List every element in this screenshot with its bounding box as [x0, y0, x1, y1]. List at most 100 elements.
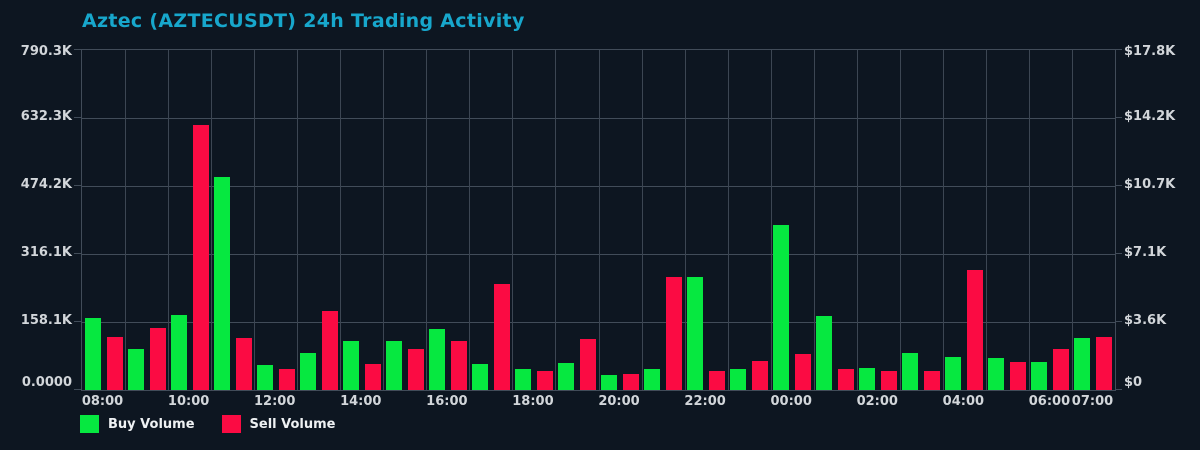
sell-bar-13:00: [321, 311, 338, 390]
x-axis-label-20-00: 20:00: [598, 394, 640, 409]
y-axis-label-left: 474.2K: [20, 177, 72, 192]
buy-bar-15:00: [385, 341, 402, 390]
x-axis-label-07-00: 07:00: [1071, 394, 1114, 409]
y-axis-label-left: 790.3K: [20, 44, 72, 59]
y-axis-tick-right: [1115, 185, 1122, 186]
buy-bar-00:00: [773, 225, 790, 390]
y-axis-label-right: $10.7K: [1124, 177, 1176, 192]
buy-bar-14:00: [342, 340, 359, 390]
chart-title: Aztec (AZTECUSDT) 24h Trading Activity: [82, 10, 525, 32]
buy-bar-06:00: [1031, 361, 1048, 390]
buy-bar-13:00: [299, 352, 316, 390]
x-axis-label-22-00: 22:00: [684, 394, 726, 409]
sell-bar-10:00: [192, 125, 209, 390]
y-axis-label-right: $7.1K: [1124, 245, 1167, 260]
sell-bar-23:00: [752, 360, 769, 390]
sell-bar-11:00: [235, 338, 252, 390]
y-axis-label-right: $17.8K: [1124, 44, 1176, 59]
y-axis-tick-left: [74, 185, 81, 186]
buy-bar-09:00: [127, 348, 144, 390]
y-axis-tick-left: [74, 253, 81, 254]
buy-volume-swatch: [80, 415, 99, 433]
y-axis-label-left: 0.0000: [21, 375, 72, 390]
x-axis-label-02-00: 02:00: [856, 394, 898, 409]
vertical-gridline: [555, 50, 557, 390]
x-axis-label-18-00: 18:00: [512, 394, 554, 409]
y-axis-tick-right: [1115, 253, 1122, 254]
buy-bar-04:00: [945, 356, 962, 390]
x-axis-label-10-00: 10:00: [167, 394, 210, 409]
sell-bar-05:00: [1010, 361, 1027, 390]
sell-bar-14:00: [364, 364, 381, 390]
sell-bar-21:00: [666, 276, 683, 390]
buy-bar-11:00: [213, 176, 230, 390]
y-axis-tick-left: [74, 117, 81, 118]
legend-item-buy[interactable]: Buy Volume: [80, 415, 195, 433]
y-axis-tick-right: [1115, 49, 1122, 50]
sell-bar-03:00: [924, 371, 941, 390]
legend-item-sell[interactable]: Sell Volume: [221, 415, 336, 433]
vertical-gridline: [340, 50, 342, 390]
vertical-gridline: [469, 50, 471, 390]
buy-bar-02:00: [859, 367, 876, 390]
vertical-gridline: [168, 50, 170, 390]
buy-bar-12:00: [256, 365, 273, 390]
y-axis-label-right: $14.2K: [1124, 109, 1176, 124]
y-axis-tick-left: [74, 389, 81, 390]
vertical-gridline: [813, 50, 815, 390]
y-axis-label-right: $0: [1124, 375, 1143, 390]
y-axis-tick-right: [1115, 389, 1122, 390]
vertical-gridline: [383, 50, 385, 390]
buy-bar-10:00: [170, 314, 187, 390]
vertical-gridline: [598, 50, 600, 390]
legend-label-buy: Buy Volume: [108, 416, 195, 432]
buy-bar-22:00: [687, 276, 704, 390]
buy-bar-21:00: [644, 368, 661, 390]
buy-bar-17:00: [471, 364, 488, 390]
buy-bar-19:00: [557, 363, 574, 390]
x-axis-label-04-00: 04:00: [942, 394, 985, 409]
vertical-gridline: [942, 50, 944, 390]
sell-bar-19:00: [579, 339, 596, 390]
vertical-gridline: [985, 50, 987, 390]
y-axis-label-right: $3.6K: [1124, 313, 1167, 328]
vertical-gridline: [125, 50, 127, 390]
y-axis-tick-right: [1115, 321, 1122, 322]
sell-bar-20:00: [623, 374, 640, 390]
y-axis-label-left: 316.1K: [20, 245, 72, 260]
y-axis-label-left: 158.1K: [20, 313, 72, 328]
sell-bar-22:00: [709, 371, 726, 390]
sell-bar-09:00: [149, 328, 166, 390]
x-axis-label-00-00: 00:00: [770, 394, 812, 409]
legend-label-sell: Sell Volume: [249, 416, 336, 432]
y-axis-tick-left: [74, 49, 81, 50]
buy-bar-05:00: [988, 357, 1005, 390]
sell-bar-18:00: [536, 371, 553, 390]
y-axis-tick-right: [1115, 117, 1122, 118]
vertical-gridline: [856, 50, 858, 390]
sell-volume-swatch: [221, 415, 241, 433]
buy-bar-01:00: [816, 316, 833, 390]
legend: Buy Volume Sell Volume: [80, 415, 363, 433]
vertical-gridline: [1071, 50, 1073, 390]
sell-bar-17:00: [493, 283, 510, 390]
plot-area: [81, 49, 1116, 391]
sell-bar-12:00: [278, 368, 295, 390]
sell-bar-02:00: [881, 371, 898, 390]
sell-bar-08:00: [106, 336, 123, 390]
buy-bar-07:00: [1074, 337, 1091, 390]
vertical-gridline: [512, 50, 514, 390]
vertical-gridline: [211, 50, 213, 390]
vertical-gridline: [727, 50, 729, 390]
y-axis-tick-left: [74, 321, 81, 322]
buy-bar-23:00: [730, 368, 747, 390]
sell-bar-00:00: [795, 354, 812, 390]
sell-bar-01:00: [838, 368, 855, 390]
x-axis-label-08-00: 08:00: [81, 394, 124, 409]
sell-bar-04:00: [967, 270, 984, 390]
vertical-gridline: [426, 50, 428, 390]
sell-bar-07:00: [1096, 337, 1113, 390]
vertical-gridline: [641, 50, 643, 390]
buy-bar-16:00: [428, 329, 445, 390]
